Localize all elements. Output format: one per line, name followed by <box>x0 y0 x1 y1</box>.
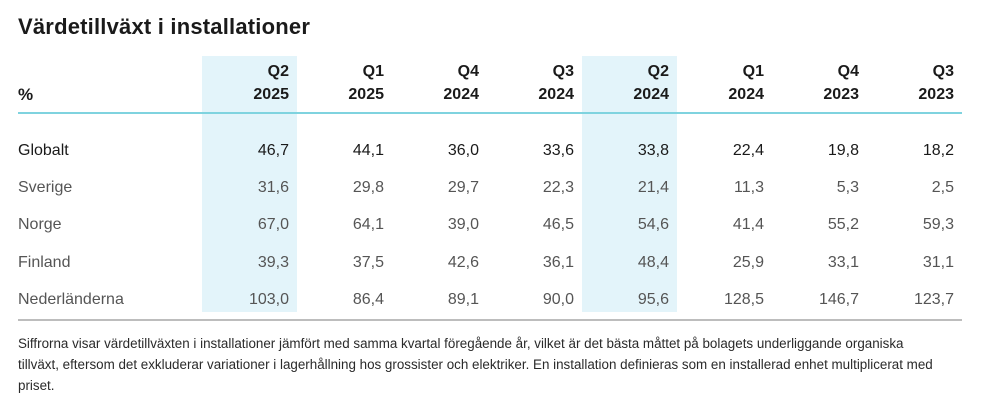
table-cell: 25,9 <box>732 253 764 271</box>
column-header: Q2 2025 <box>253 63 289 103</box>
table-cell: 37,5 <box>352 253 384 271</box>
table-cell: 39,3 <box>257 253 289 271</box>
footnote: Siffrorna visar värdetillväxten i instal… <box>18 336 933 393</box>
table-cell: 55,2 <box>827 216 859 234</box>
column-header: Q3 2023 <box>918 63 954 103</box>
table-cell: 54,6 <box>637 216 669 234</box>
table-cell: 22,4 <box>732 141 764 159</box>
table-cell: 86,4 <box>352 291 384 309</box>
table-cell: 42,6 <box>447 253 479 271</box>
row-label: Finland <box>18 253 71 271</box>
table-cell: 44,1 <box>352 141 384 159</box>
table-cell: 31,1 <box>922 253 954 271</box>
table-cell: 48,4 <box>637 253 669 271</box>
table-header-row: % Q2 2025 Q1 2025 Q4 2024 Q3 2024 Q2 2024 Q1 2… <box>18 56 962 113</box>
column-header: Q1 2025 <box>348 63 384 103</box>
table-cell: 67,0 <box>257 216 289 234</box>
table-cell: 46,5 <box>542 216 574 234</box>
row-label: Globalt <box>18 141 69 159</box>
highlight-column-q2-2024 <box>582 56 677 312</box>
table-cell: 103,0 <box>248 291 289 309</box>
highlight-column-q2-2025 <box>202 56 297 312</box>
table-row-globalt: Globalt 46,7 44,1 36,0 33,6 33,8 22,4 19… <box>18 113 962 169</box>
table-cell: 64,1 <box>352 216 384 234</box>
unit-header: % <box>18 85 34 104</box>
table-cell: 11,3 <box>734 178 764 196</box>
table-cell: 36,0 <box>447 141 479 159</box>
table-row-norge: Norge 67,0 64,1 39,0 46,5 54,6 41,4 55,2… <box>18 207 962 245</box>
growth-table: % Q2 2025 Q1 2025 Q4 2024 Q3 2024 Q2 2024 Q1 2… <box>18 56 962 321</box>
table-cell: 29,7 <box>447 178 479 196</box>
column-header: Q3 2024 <box>538 63 574 103</box>
table-cell: 41,4 <box>732 216 764 234</box>
table-cell: 59,3 <box>922 216 954 234</box>
row-label: Sverige <box>18 178 73 196</box>
table-cell: 128,5 <box>723 291 764 309</box>
column-header: Q2 2024 <box>633 63 669 103</box>
table-cell: 90,0 <box>542 291 574 309</box>
column-header: Q4 2024 <box>443 63 479 103</box>
row-label: Nederländerna <box>18 291 124 309</box>
table-cell: 2,5 <box>931 178 954 196</box>
table-cell: 123,7 <box>913 291 954 309</box>
column-header: Q1 2024 <box>728 63 764 103</box>
row-label: Norge <box>18 216 62 234</box>
table-cell: 95,6 <box>637 291 669 309</box>
table-cell: 39,0 <box>447 216 479 234</box>
table-cell: 33,6 <box>542 141 574 159</box>
table-cell: 22,3 <box>542 178 574 196</box>
page-title: Värdetillväxt i installationer <box>18 14 311 39</box>
table-cell: 19,8 <box>827 141 859 159</box>
column-header: Q4 2023 <box>823 63 859 103</box>
table-cell: 46,7 <box>257 141 289 159</box>
table-cell: 5,3 <box>836 178 859 196</box>
table-cell: 89,1 <box>447 291 479 309</box>
table-cell: 33,8 <box>637 141 669 159</box>
table-cell: 146,7 <box>818 291 859 309</box>
table-cell: 29,8 <box>352 178 384 196</box>
table-row-finland: Finland 39,3 37,5 42,6 36,1 48,4 25,9 33… <box>18 244 962 282</box>
table-cell: 33,1 <box>827 253 859 271</box>
table-cell: 18,2 <box>922 141 954 159</box>
table-cell: 31,6 <box>257 178 289 196</box>
table-row-nederlanderna: Nederländerna 103,0 86,4 89,1 90,0 95,6 … <box>18 282 962 320</box>
table-cell: 21,4 <box>637 178 669 196</box>
table-row-sverige: Sverige 31,6 29,8 29,7 22,3 21,4 11,3 5,… <box>18 169 962 207</box>
table-cell: 36,1 <box>542 253 574 271</box>
